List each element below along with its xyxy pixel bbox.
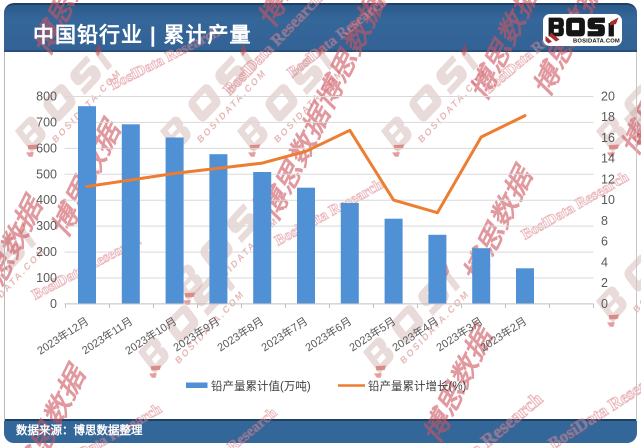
svg-text:20: 20 (601, 90, 615, 104)
svg-text:铅产量累计增长(%): 铅产量累计增长(%) (368, 379, 467, 393)
svg-text:400: 400 (36, 193, 57, 207)
svg-text:BOSIDATA.COM: BOSIDATA.COM (573, 39, 620, 45)
svg-text:500: 500 (36, 167, 57, 181)
svg-text:4: 4 (601, 255, 608, 269)
svg-text:6: 6 (601, 235, 608, 249)
svg-text:18: 18 (601, 110, 615, 124)
svg-text:铅产量累计值(万吨): 铅产量累计值(万吨) (211, 379, 311, 393)
svg-text:600: 600 (36, 141, 57, 155)
svg-text:300: 300 (36, 219, 57, 233)
svg-text:2: 2 (601, 276, 608, 290)
svg-text:0: 0 (50, 297, 57, 311)
svg-text:100: 100 (36, 271, 57, 285)
svg-text:10: 10 (601, 193, 615, 207)
svg-text:12: 12 (601, 172, 615, 186)
svg-text:16: 16 (601, 131, 615, 145)
svg-text:0: 0 (601, 297, 608, 311)
svg-text:14: 14 (601, 152, 615, 166)
svg-text:8: 8 (601, 214, 608, 228)
svg-text:200: 200 (36, 245, 57, 259)
svg-text:700: 700 (36, 115, 57, 129)
svg-text:800: 800 (36, 90, 57, 104)
